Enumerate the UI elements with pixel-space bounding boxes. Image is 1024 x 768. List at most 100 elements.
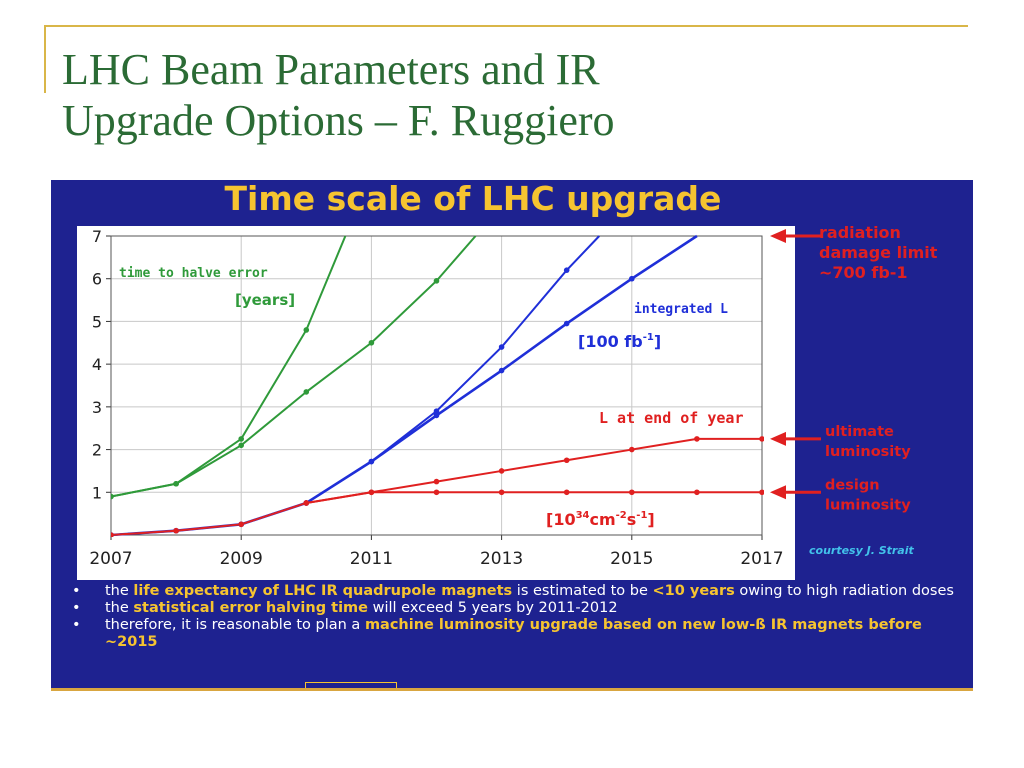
slide-title: LHC Beam Parameters and IR Upgrade Optio… [62, 44, 962, 146]
y-tick-label: 6 [92, 270, 102, 289]
data-point-red [433, 489, 440, 496]
data-point-green [368, 339, 375, 346]
data-point-blue [563, 320, 570, 327]
green-series-label: time to halve error [years] [119, 266, 295, 309]
data-point-green [303, 389, 310, 395]
series-group-red-4 [111, 436, 764, 537]
slide-frame-top-rule [44, 25, 968, 27]
y-tick-label: 3 [92, 398, 102, 417]
bullet-dot-icon: • [72, 617, 81, 633]
marker-label-line: ~700 fb-1 [819, 263, 908, 282]
courtesy-note: courtesy J. Strait [809, 544, 914, 557]
data-point-red [629, 446, 635, 453]
x-tick-label: 2015 [610, 549, 653, 569]
data-point-blue [498, 344, 505, 350]
series-group-green-1 [111, 235, 477, 500]
luminosity-chart: 2007 2009 2011 2013 2015 2017 1 2 3 4 5 6 7 time to … [77, 223, 938, 580]
embedded-slide-image: Time scale of LHC upgrade 2007 2009 2011 20… [51, 180, 973, 688]
data-point-blue [563, 267, 570, 273]
series-group-red-5 [303, 489, 764, 506]
bullet-text: will exceed 5 years by 2011-2012 [367, 600, 618, 616]
bullet-list: • the life expectancy of LHC IR quadrupol… [69, 583, 959, 651]
data-point-green [433, 278, 440, 284]
marker-label-line: ultimate [825, 424, 894, 440]
marker-label-line: radiation [819, 223, 901, 242]
chart-axes [106, 235, 763, 540]
data-point-red [238, 521, 244, 528]
red-unit-label: [1034cm-2s-1] [546, 510, 655, 529]
data-point-blue [368, 458, 375, 465]
blue-label-line-1: integrated L [634, 302, 728, 317]
red-label-line-1: L at end of year [599, 409, 744, 427]
data-point-green [238, 436, 244, 442]
bullet-text: is estimated to be [512, 583, 653, 599]
marker-arrow-head [770, 431, 786, 446]
bullet-highlight-text: statistical error halving time [133, 600, 368, 616]
y-tick-label: 7 [92, 227, 102, 246]
marker-arrow-head [770, 485, 786, 500]
data-point-red [694, 489, 700, 496]
x-tick-label: 2011 [350, 549, 393, 569]
bullet-text: the [105, 583, 134, 599]
data-point-red [173, 527, 179, 534]
slide-title-line-1: LHC Beam Parameters and IR [62, 45, 600, 94]
bullet-text: the [105, 600, 134, 616]
bullet-text: owing to high radiation doses [734, 583, 954, 599]
data-point-red [629, 489, 635, 496]
data-point-green [303, 327, 310, 333]
bullet-highlight-text: life expectancy of LHC IR quadrupole mag… [133, 583, 513, 599]
data-point-red [759, 436, 764, 442]
marker-label-line: luminosity [825, 497, 911, 513]
y-tick-label: 2 [92, 441, 102, 460]
x-tick-label: 2009 [220, 549, 263, 569]
marker-label-line: luminosity [825, 444, 911, 460]
series-line-red [306, 491, 762, 504]
data-point-blue [433, 412, 440, 419]
data-point-red [759, 489, 764, 496]
blue-series-label: integrated L [100 fb-1] [578, 302, 728, 351]
marker-arrow-head [770, 229, 786, 243]
green-label-line-1: time to halve error [119, 266, 268, 281]
bullet-dot-icon: • [72, 600, 81, 616]
chart-white-panel [77, 226, 795, 580]
data-point-red [498, 489, 505, 496]
bullet-text: therefore, it is reasonable to plan a [105, 617, 365, 633]
y-tick-label: 4 [92, 355, 102, 374]
bullet-highlight-text: machine luminosity upgrade based on new … [105, 617, 922, 650]
x-tick-label: 2013 [480, 549, 523, 569]
plot-area-border [110, 235, 763, 536]
data-point-red [694, 436, 700, 442]
data-point-red [303, 500, 310, 506]
x-tick-label: 2007 [89, 549, 132, 569]
data-point-red [111, 532, 114, 537]
bullet-item: • the life expectancy of LHC IR quadrupol… [69, 583, 959, 600]
data-point-blue [498, 367, 505, 374]
data-point-red [433, 478, 440, 485]
slide-title-line-2: Upgrade Options – F. Ruggiero [62, 96, 615, 145]
data-point-green [173, 480, 179, 487]
bullet-item: • therefore, it is reasonable to plan a m… [69, 617, 959, 651]
green-label-line-2: [years] [235, 291, 295, 309]
x-tick-label: 2017 [740, 549, 783, 569]
data-point-red [563, 457, 570, 464]
bullet-item: • the statistical error halving time will… [69, 600, 959, 617]
data-point-blue [433, 408, 440, 414]
red-series-label: L at end of year [1034cm-2s-1] [546, 409, 744, 529]
cut-off-box-outline [305, 682, 397, 688]
data-point-green [111, 493, 114, 500]
embedded-bottom-rule [51, 688, 973, 691]
panel-title: Time scale of LHC upgrade [224, 180, 722, 218]
data-point-blue [629, 275, 635, 282]
bullet-highlight-text: <10 years [652, 583, 735, 599]
data-point-red [368, 489, 375, 496]
slide-frame-left-rule [44, 25, 46, 93]
bullet-dot-icon: • [72, 583, 81, 599]
data-point-red [498, 468, 505, 474]
chart-series [111, 234, 764, 537]
marker-label-line: design [825, 477, 880, 493]
y-tick-label: 1 [92, 483, 102, 502]
marker-label-line: damage limit [819, 243, 938, 262]
data-point-green [238, 442, 244, 449]
y-tick-label: 5 [92, 312, 102, 331]
